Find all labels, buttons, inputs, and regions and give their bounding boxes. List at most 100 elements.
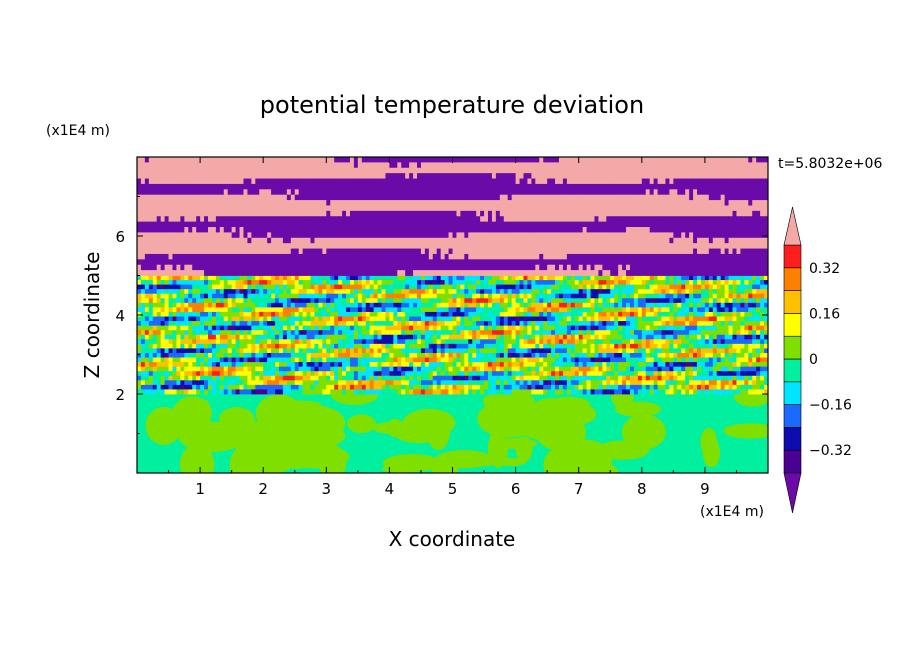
field-cell xyxy=(491,343,497,349)
field-cell xyxy=(444,178,449,185)
field-cell xyxy=(468,352,473,358)
field-cell xyxy=(503,343,509,349)
field-cell xyxy=(263,178,268,185)
field-cell xyxy=(527,307,532,313)
field-cell xyxy=(499,348,505,354)
field-cell xyxy=(472,284,477,290)
field-cell xyxy=(661,352,666,358)
field-cell xyxy=(673,343,678,349)
field-cell xyxy=(511,307,516,313)
field-cell xyxy=(507,157,513,163)
field-cell xyxy=(551,178,556,185)
field-cell xyxy=(409,178,414,185)
field-cell xyxy=(436,366,442,372)
field-cell xyxy=(452,316,457,322)
field-cell xyxy=(598,284,603,290)
field-cell xyxy=(480,178,485,185)
field-cell xyxy=(562,302,568,308)
field-cell xyxy=(704,284,710,290)
field-cell xyxy=(409,357,414,363)
field-cell xyxy=(357,334,363,340)
field-cell xyxy=(637,157,643,163)
field-cell xyxy=(452,371,457,377)
field-cell xyxy=(184,316,189,322)
field-cell xyxy=(369,157,375,163)
field-cell xyxy=(558,334,564,340)
field-cell xyxy=(255,380,260,386)
field-cell xyxy=(211,162,217,169)
field-cell xyxy=(562,343,568,349)
field-cell xyxy=(716,311,722,317)
field-cell xyxy=(436,284,442,290)
field-cell xyxy=(602,167,607,174)
field-cell xyxy=(460,334,465,340)
field-cell xyxy=(200,316,205,322)
field-cell xyxy=(381,343,386,349)
field-cell xyxy=(397,302,402,308)
field-cell xyxy=(137,275,142,281)
field-cell xyxy=(704,348,710,354)
field-cell xyxy=(251,275,256,281)
field-cell xyxy=(606,307,611,313)
field-cell xyxy=(728,357,733,363)
field-cell xyxy=(294,289,300,295)
field-cell xyxy=(641,357,647,363)
field-cell xyxy=(310,307,315,313)
field-cell xyxy=(472,366,477,372)
field-cell xyxy=(357,371,363,377)
field-cell xyxy=(618,357,623,363)
field-cell xyxy=(712,357,718,363)
field-cell xyxy=(405,167,410,174)
field-cell xyxy=(282,330,288,336)
field-cell xyxy=(633,348,639,354)
field-cell xyxy=(314,280,319,286)
field-cell xyxy=(578,167,584,174)
field-cell xyxy=(760,352,765,358)
field-cell xyxy=(452,348,457,354)
field-cell xyxy=(393,380,398,386)
field-cell xyxy=(156,325,162,331)
field-cell xyxy=(614,352,619,358)
field-cell xyxy=(732,167,737,174)
field-cell xyxy=(645,366,651,372)
field-cell xyxy=(484,380,489,386)
field-cell xyxy=(397,371,402,377)
field-cell xyxy=(176,325,181,331)
field-cell xyxy=(397,384,402,390)
field-cell xyxy=(444,316,449,322)
field-cell xyxy=(511,389,516,395)
field-cell xyxy=(432,293,438,299)
field-cell xyxy=(574,343,580,349)
field-cell xyxy=(669,293,674,299)
field-cell xyxy=(353,173,359,179)
field-cell xyxy=(306,352,311,358)
field-cell xyxy=(357,311,363,317)
field-cell xyxy=(353,280,359,286)
field-cell xyxy=(495,311,501,317)
field-cell xyxy=(180,167,185,174)
field-cell xyxy=(397,162,402,169)
field-cell xyxy=(282,280,288,286)
field-cell xyxy=(641,167,647,174)
field-cell xyxy=(740,162,745,169)
field-cell xyxy=(764,325,768,331)
field-cell xyxy=(677,157,682,163)
field-cell xyxy=(511,366,516,372)
field-cell xyxy=(728,302,733,308)
field-cell xyxy=(432,384,438,390)
field-cell xyxy=(495,284,501,290)
field-cell xyxy=(365,289,371,295)
field-cell xyxy=(357,280,363,286)
field-cell xyxy=(349,348,355,354)
field-cell xyxy=(235,380,240,386)
field-cell xyxy=(468,343,473,349)
field-cell xyxy=(306,162,311,169)
field-cell xyxy=(326,284,331,290)
field-cell xyxy=(693,298,698,304)
field-cell xyxy=(724,280,729,286)
field-cell xyxy=(590,330,595,336)
field-cell xyxy=(282,384,288,390)
field-cell xyxy=(519,339,524,345)
field-cell xyxy=(271,162,276,169)
